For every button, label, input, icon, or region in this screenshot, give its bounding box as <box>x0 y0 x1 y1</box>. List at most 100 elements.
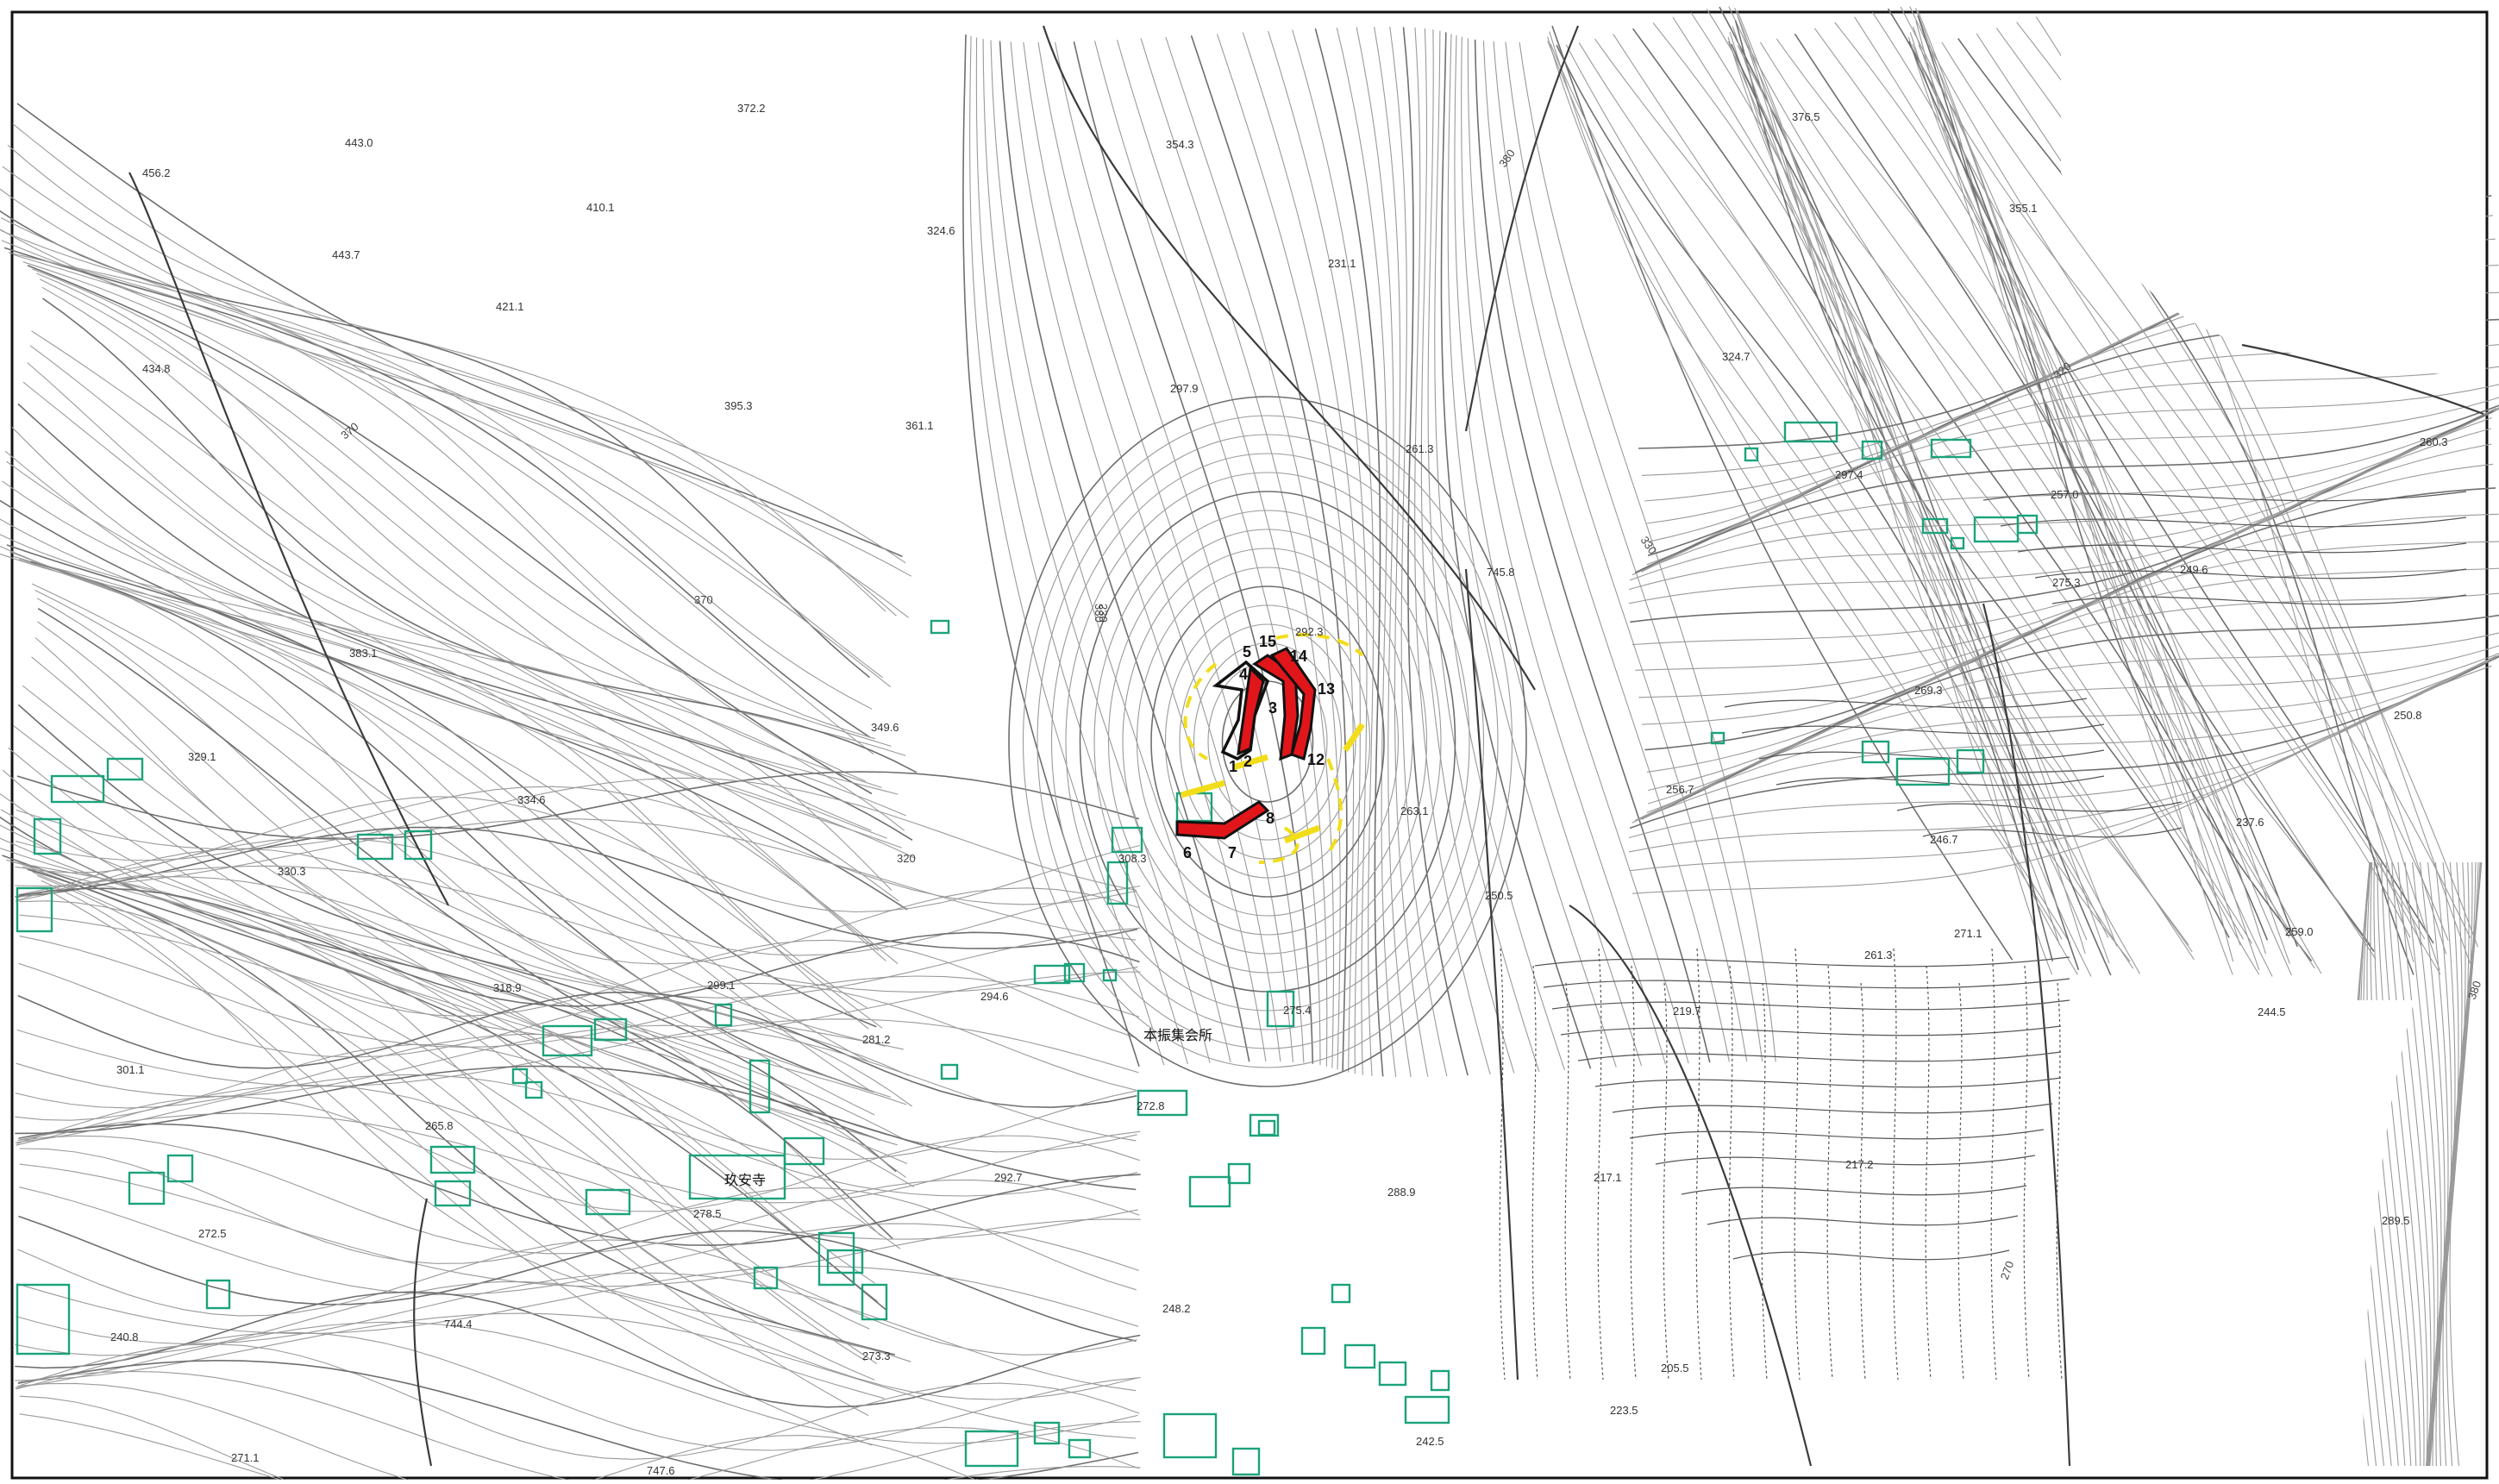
contour-line <box>18 704 896 1171</box>
building <box>207 1280 229 1308</box>
spot-height: 443.0 <box>345 136 373 149</box>
spot-height: 269.3 <box>1914 684 1943 697</box>
spot-height: 372.2 <box>737 102 766 115</box>
spot-height: 330.3 <box>278 865 306 878</box>
building <box>1302 1328 1325 1354</box>
contour-line <box>1074 41 1312 1064</box>
spot-height: 294.6 <box>980 990 1009 1003</box>
spot-height: 324.7 <box>1722 350 1751 363</box>
site-number: 15 <box>1259 633 1276 650</box>
contour-line <box>1595 39 2052 974</box>
building <box>1259 1121 1275 1135</box>
contour-line <box>2405 862 2438 1466</box>
site-number: 5 <box>1243 643 1251 661</box>
contour-line <box>0 532 867 1008</box>
contour-line <box>28 266 872 794</box>
terrace-wall <box>1663 983 1669 1380</box>
spot-height: 217.2 <box>1845 1158 1874 1171</box>
building <box>1345 1345 1375 1368</box>
contour-line <box>970 36 1164 1065</box>
contour-label: 320 <box>897 852 916 865</box>
building <box>1406 1397 1449 1423</box>
contour-line <box>20 255 865 781</box>
spot-height: 289.5 <box>2382 1214 2410 1227</box>
contour-line <box>1037 435 1498 1049</box>
place-name: 本振集会所 <box>1143 1028 1212 1043</box>
spot-height: 275.4 <box>1283 1004 1312 1017</box>
building <box>1190 1177 1230 1206</box>
terrace-wall <box>1500 949 1505 1380</box>
terrace-wall <box>2057 983 2062 1380</box>
spot-height: 383.1 <box>349 647 378 660</box>
contour-line <box>20 1149 1137 1290</box>
building <box>129 1173 164 1204</box>
spot-height: 434.8 <box>142 362 171 375</box>
spot-height: 301.1 <box>116 1063 145 1076</box>
building <box>1108 862 1127 904</box>
building <box>966 1431 1018 1466</box>
spot-height: 205.5 <box>1661 1362 1689 1374</box>
contour-line <box>16 1085 1140 1203</box>
blank-area <box>2061 14 2485 379</box>
spot-height: 256.7 <box>1666 783 1694 796</box>
contour-line <box>12 427 892 890</box>
contour-line <box>983 39 1210 1063</box>
contour-line <box>2398 862 2434 1466</box>
contour-line <box>1052 454 1484 1030</box>
terrace-line <box>1535 957 2070 967</box>
spot-height: 361.1 <box>905 419 934 432</box>
spot-height: 329.1 <box>188 750 216 763</box>
contour-line <box>0 553 868 1029</box>
contour-line <box>35 590 891 1097</box>
terrace-wall <box>2024 966 2029 1380</box>
contour-line <box>4 247 870 737</box>
terrace-wall <box>1565 983 1570 1380</box>
spot-height: 244.5 <box>2258 1005 2286 1018</box>
contour-line <box>15 1313 1136 1438</box>
contour-line <box>1094 510 1441 973</box>
building <box>1932 440 1970 457</box>
terrace-wall <box>1532 966 1538 1380</box>
contour-line <box>1629 656 2496 852</box>
spot-height: 231.1 <box>1328 257 1356 270</box>
spot-height: 240.8 <box>110 1331 139 1343</box>
site-number: 14 <box>1290 648 1307 665</box>
spot-height: 265.8 <box>425 1119 454 1132</box>
building <box>168 1155 192 1181</box>
contour-line <box>17 1019 1139 1086</box>
spot-height: 421.1 <box>496 300 524 313</box>
building <box>1164 1414 1216 1457</box>
building <box>2018 516 2037 533</box>
contour-line <box>1475 40 1710 1062</box>
spot-height: 744.4 <box>444 1318 473 1331</box>
contour-line <box>1009 397 1526 1086</box>
blank-area-lower <box>2078 1000 2414 1476</box>
spot-height: 246.7 <box>1930 833 1958 846</box>
spot-height: 263.1 <box>1400 805 1429 817</box>
site-number: 8 <box>1266 810 1275 827</box>
spot-height: 261.3 <box>1864 949 1893 961</box>
contour-line <box>1109 529 1427 954</box>
contour-label: 270 <box>1998 1260 2017 1282</box>
contour-line <box>1644 488 2496 750</box>
terrace-wall <box>1762 983 1767 1380</box>
building <box>1951 538 1964 548</box>
terrace-line <box>1733 1250 2009 1260</box>
contour-line <box>1635 650 2499 821</box>
spot-height: 355.1 <box>2009 202 2038 215</box>
contour-line <box>18 1361 1138 1480</box>
terrace-line <box>1595 1078 2061 1087</box>
contour-line <box>2443 862 2481 1466</box>
contour-line <box>6 860 865 1361</box>
spot-height: 324.6 <box>927 224 955 237</box>
terrace-wall <box>1991 949 1996 1380</box>
building <box>931 621 949 633</box>
contour-line <box>1404 27 1469 1075</box>
contour-line <box>0 500 907 910</box>
spot-height: 278.5 <box>693 1207 722 1220</box>
contour-label: 230 <box>1097 604 1110 623</box>
spot-height: 223.5 <box>1610 1404 1638 1417</box>
spot-height: 395.3 <box>724 399 753 412</box>
contour-line <box>1421 28 1514 1074</box>
contour-line <box>1494 41 1747 1061</box>
